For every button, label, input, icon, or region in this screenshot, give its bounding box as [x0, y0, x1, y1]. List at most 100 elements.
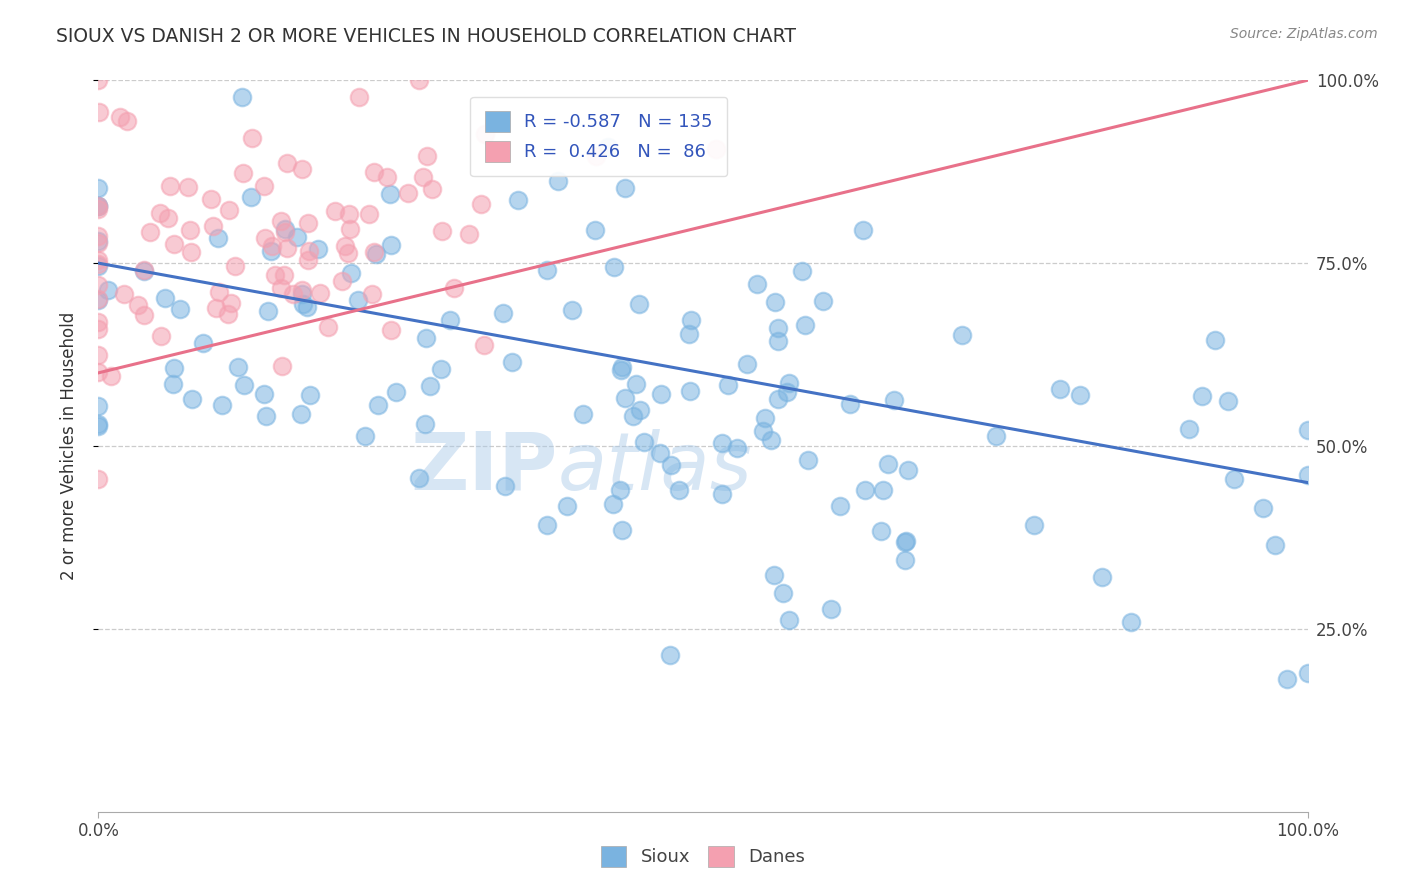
Point: [766, 334, 789, 349]
Point: [870, 524, 893, 538]
Point: [380, 323, 402, 337]
Point: [1223, 472, 1246, 486]
Point: [1296, 665, 1319, 680]
Point: [1091, 570, 1114, 584]
Point: [778, 376, 800, 390]
Point: [828, 499, 851, 513]
Point: [110, 110, 132, 124]
Point: [180, 245, 202, 260]
Point: [585, 149, 607, 163]
Point: [412, 170, 434, 185]
Point: [335, 239, 357, 253]
Point: [627, 297, 650, 311]
Point: [253, 387, 276, 401]
Point: [378, 187, 401, 202]
Point: [877, 457, 900, 471]
Point: [883, 392, 905, 407]
Point: [87, 234, 110, 248]
Point: [361, 287, 384, 301]
Point: [339, 222, 361, 236]
Point: [87, 73, 110, 87]
Point: [270, 359, 292, 373]
Text: ZIP: ZIP: [411, 429, 558, 507]
Point: [291, 286, 314, 301]
Point: [274, 225, 297, 239]
Point: [1204, 333, 1226, 347]
Legend: Sioux, Danes: Sioux, Danes: [593, 838, 813, 874]
Point: [316, 319, 339, 334]
Point: [439, 313, 461, 327]
Point: [273, 268, 295, 282]
Point: [596, 139, 619, 153]
Point: [793, 318, 815, 333]
Point: [897, 463, 920, 477]
Point: [894, 553, 917, 567]
Point: [650, 446, 672, 460]
Point: [408, 73, 430, 87]
Point: [297, 216, 319, 230]
Point: [217, 307, 239, 321]
Point: [668, 483, 690, 497]
Point: [87, 199, 110, 213]
Point: [894, 535, 917, 549]
Point: [87, 257, 110, 271]
Point: [264, 268, 287, 282]
Point: [276, 241, 298, 255]
Point: [254, 409, 277, 423]
Point: [156, 211, 179, 226]
Point: [260, 244, 283, 258]
Point: [208, 285, 231, 300]
Point: [852, 222, 875, 236]
Point: [134, 308, 156, 322]
Point: [87, 417, 110, 431]
Point: [87, 399, 110, 413]
Point: [323, 204, 346, 219]
Point: [87, 252, 110, 267]
Point: [555, 500, 578, 514]
Point: [470, 196, 492, 211]
Point: [337, 246, 360, 260]
Point: [87, 277, 110, 292]
Point: [624, 376, 647, 391]
Point: [547, 173, 569, 187]
Point: [380, 238, 402, 252]
Point: [211, 398, 233, 412]
Point: [87, 365, 110, 379]
Point: [375, 169, 398, 184]
Point: [711, 436, 734, 450]
Point: [839, 397, 862, 411]
Point: [262, 239, 284, 253]
Point: [768, 392, 790, 406]
Point: [112, 287, 135, 301]
Point: [457, 227, 479, 241]
Point: [763, 567, 786, 582]
Point: [87, 181, 110, 195]
Text: Source: ZipAtlas.com: Source: ZipAtlas.com: [1230, 27, 1378, 41]
Point: [364, 247, 387, 261]
Point: [950, 328, 973, 343]
Point: [1177, 422, 1199, 436]
Point: [87, 199, 110, 213]
Point: [735, 357, 758, 371]
Point: [290, 161, 312, 176]
Point: [295, 301, 318, 315]
Point: [508, 193, 530, 207]
Point: [678, 327, 700, 342]
Point: [354, 429, 377, 443]
Point: [201, 219, 224, 234]
Point: [536, 518, 558, 533]
Y-axis label: 2 or more Vehicles in Household: 2 or more Vehicles in Household: [59, 312, 77, 580]
Point: [233, 378, 256, 392]
Point: [603, 260, 626, 274]
Point: [330, 274, 353, 288]
Point: [228, 360, 250, 375]
Point: [219, 296, 242, 310]
Point: [717, 378, 740, 392]
Point: [571, 407, 593, 421]
Point: [384, 384, 406, 399]
Point: [132, 264, 155, 278]
Point: [87, 315, 110, 329]
Point: [367, 397, 389, 411]
Point: [612, 523, 634, 537]
Point: [218, 202, 240, 217]
